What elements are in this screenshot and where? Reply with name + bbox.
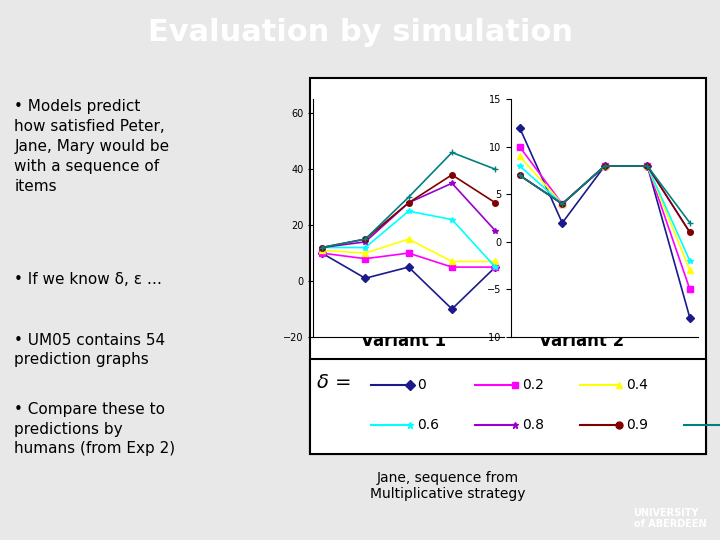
- Text: Variant 1: Variant 1: [361, 332, 446, 350]
- Text: • Models predict
how satisfied Peter,
Jane, Mary would be
with a sequence of
ite: • Models predict how satisfied Peter, Ja…: [14, 99, 169, 193]
- Text: • UM05 contains 54
prediction graphs: • UM05 contains 54 prediction graphs: [14, 333, 166, 367]
- Text: 0.6: 0.6: [418, 418, 440, 432]
- Text: • Compare these to
predictions by
humans (from Exp 2): • Compare these to predictions by humans…: [14, 402, 176, 456]
- Text: • If we know δ, ε …: • If we know δ, ε …: [14, 272, 163, 287]
- Text: 0: 0: [418, 378, 426, 392]
- Text: UNIVERSITY
of ABERDEEN: UNIVERSITY of ABERDEEN: [634, 508, 706, 529]
- Text: Evaluation by simulation: Evaluation by simulation: [148, 18, 572, 47]
- Text: δ =: δ =: [317, 373, 351, 392]
- Text: 0.4: 0.4: [626, 378, 648, 392]
- Text: 0.8: 0.8: [522, 418, 544, 432]
- Text: 0.2: 0.2: [522, 378, 544, 392]
- Text: Jane, sequence from
Multiplicative strategy: Jane, sequence from Multiplicative strat…: [371, 471, 526, 501]
- Text: 0.9: 0.9: [626, 418, 649, 432]
- Text: Variant 2: Variant 2: [539, 332, 624, 350]
